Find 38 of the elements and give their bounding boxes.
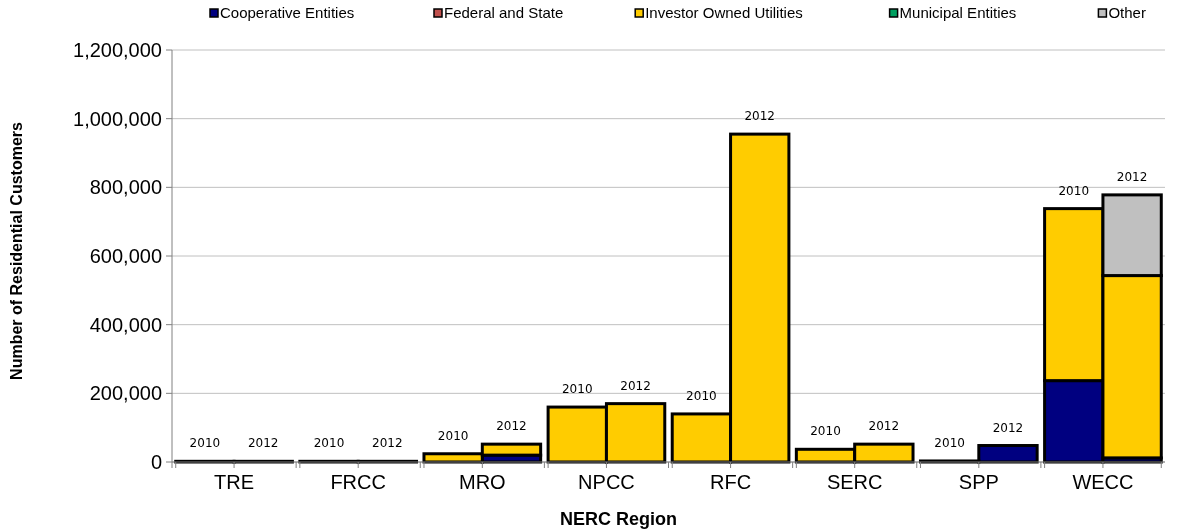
legend-label: Other [1108,4,1146,21]
text: NPCC [578,471,635,493]
annotation: 2012 [620,378,651,393]
y-tick-label: 400,000 [89,313,162,336]
annotation: 2012 [372,436,403,451]
annotation: 2012 [992,420,1024,435]
y-tick-label: 0 [150,451,162,473]
legend-label: Investor Owned Utilities [645,4,803,21]
text: SERC [826,471,883,493]
text: FRCC [330,471,386,493]
y-tick-label: 1,000,000 [73,107,162,130]
annotation: 2010 [934,435,965,450]
text: RFC [710,471,752,493]
annotation: 2012 [744,109,776,124]
y-axis-title: Number of Residential Customers [8,121,25,380]
annotation: 2012 [868,419,900,434]
legend-label: Federal and State [444,4,564,21]
annotation: 2010 [313,436,345,451]
y-tick-label: 600,000 [89,245,162,267]
annotation: 2010 [810,424,841,439]
annotation: 2010 [561,382,593,397]
text: MRO [458,471,506,493]
y-tick-label: 200,000 [89,382,162,405]
legend-label: Cooperative Entities [220,4,355,21]
annotation: 2010 [686,388,717,403]
annotation: 2010 [189,436,221,451]
annotation: 2012 [1116,169,1148,184]
y-tick-label: 1,200,000 [73,39,162,61]
text: TRE [214,471,255,493]
legend-label: Municipal Entities [899,4,1017,21]
annotation: 2010 [437,428,469,443]
annotation: 2010 [1058,183,1090,198]
text: WECC [1072,471,1134,493]
annotation: 2012 [247,436,279,451]
annotation: 2012 [496,419,527,434]
x-axis-title: NERC Region [560,509,677,529]
text: SPP [958,471,999,493]
y-tick-label: 800,000 [89,176,162,199]
